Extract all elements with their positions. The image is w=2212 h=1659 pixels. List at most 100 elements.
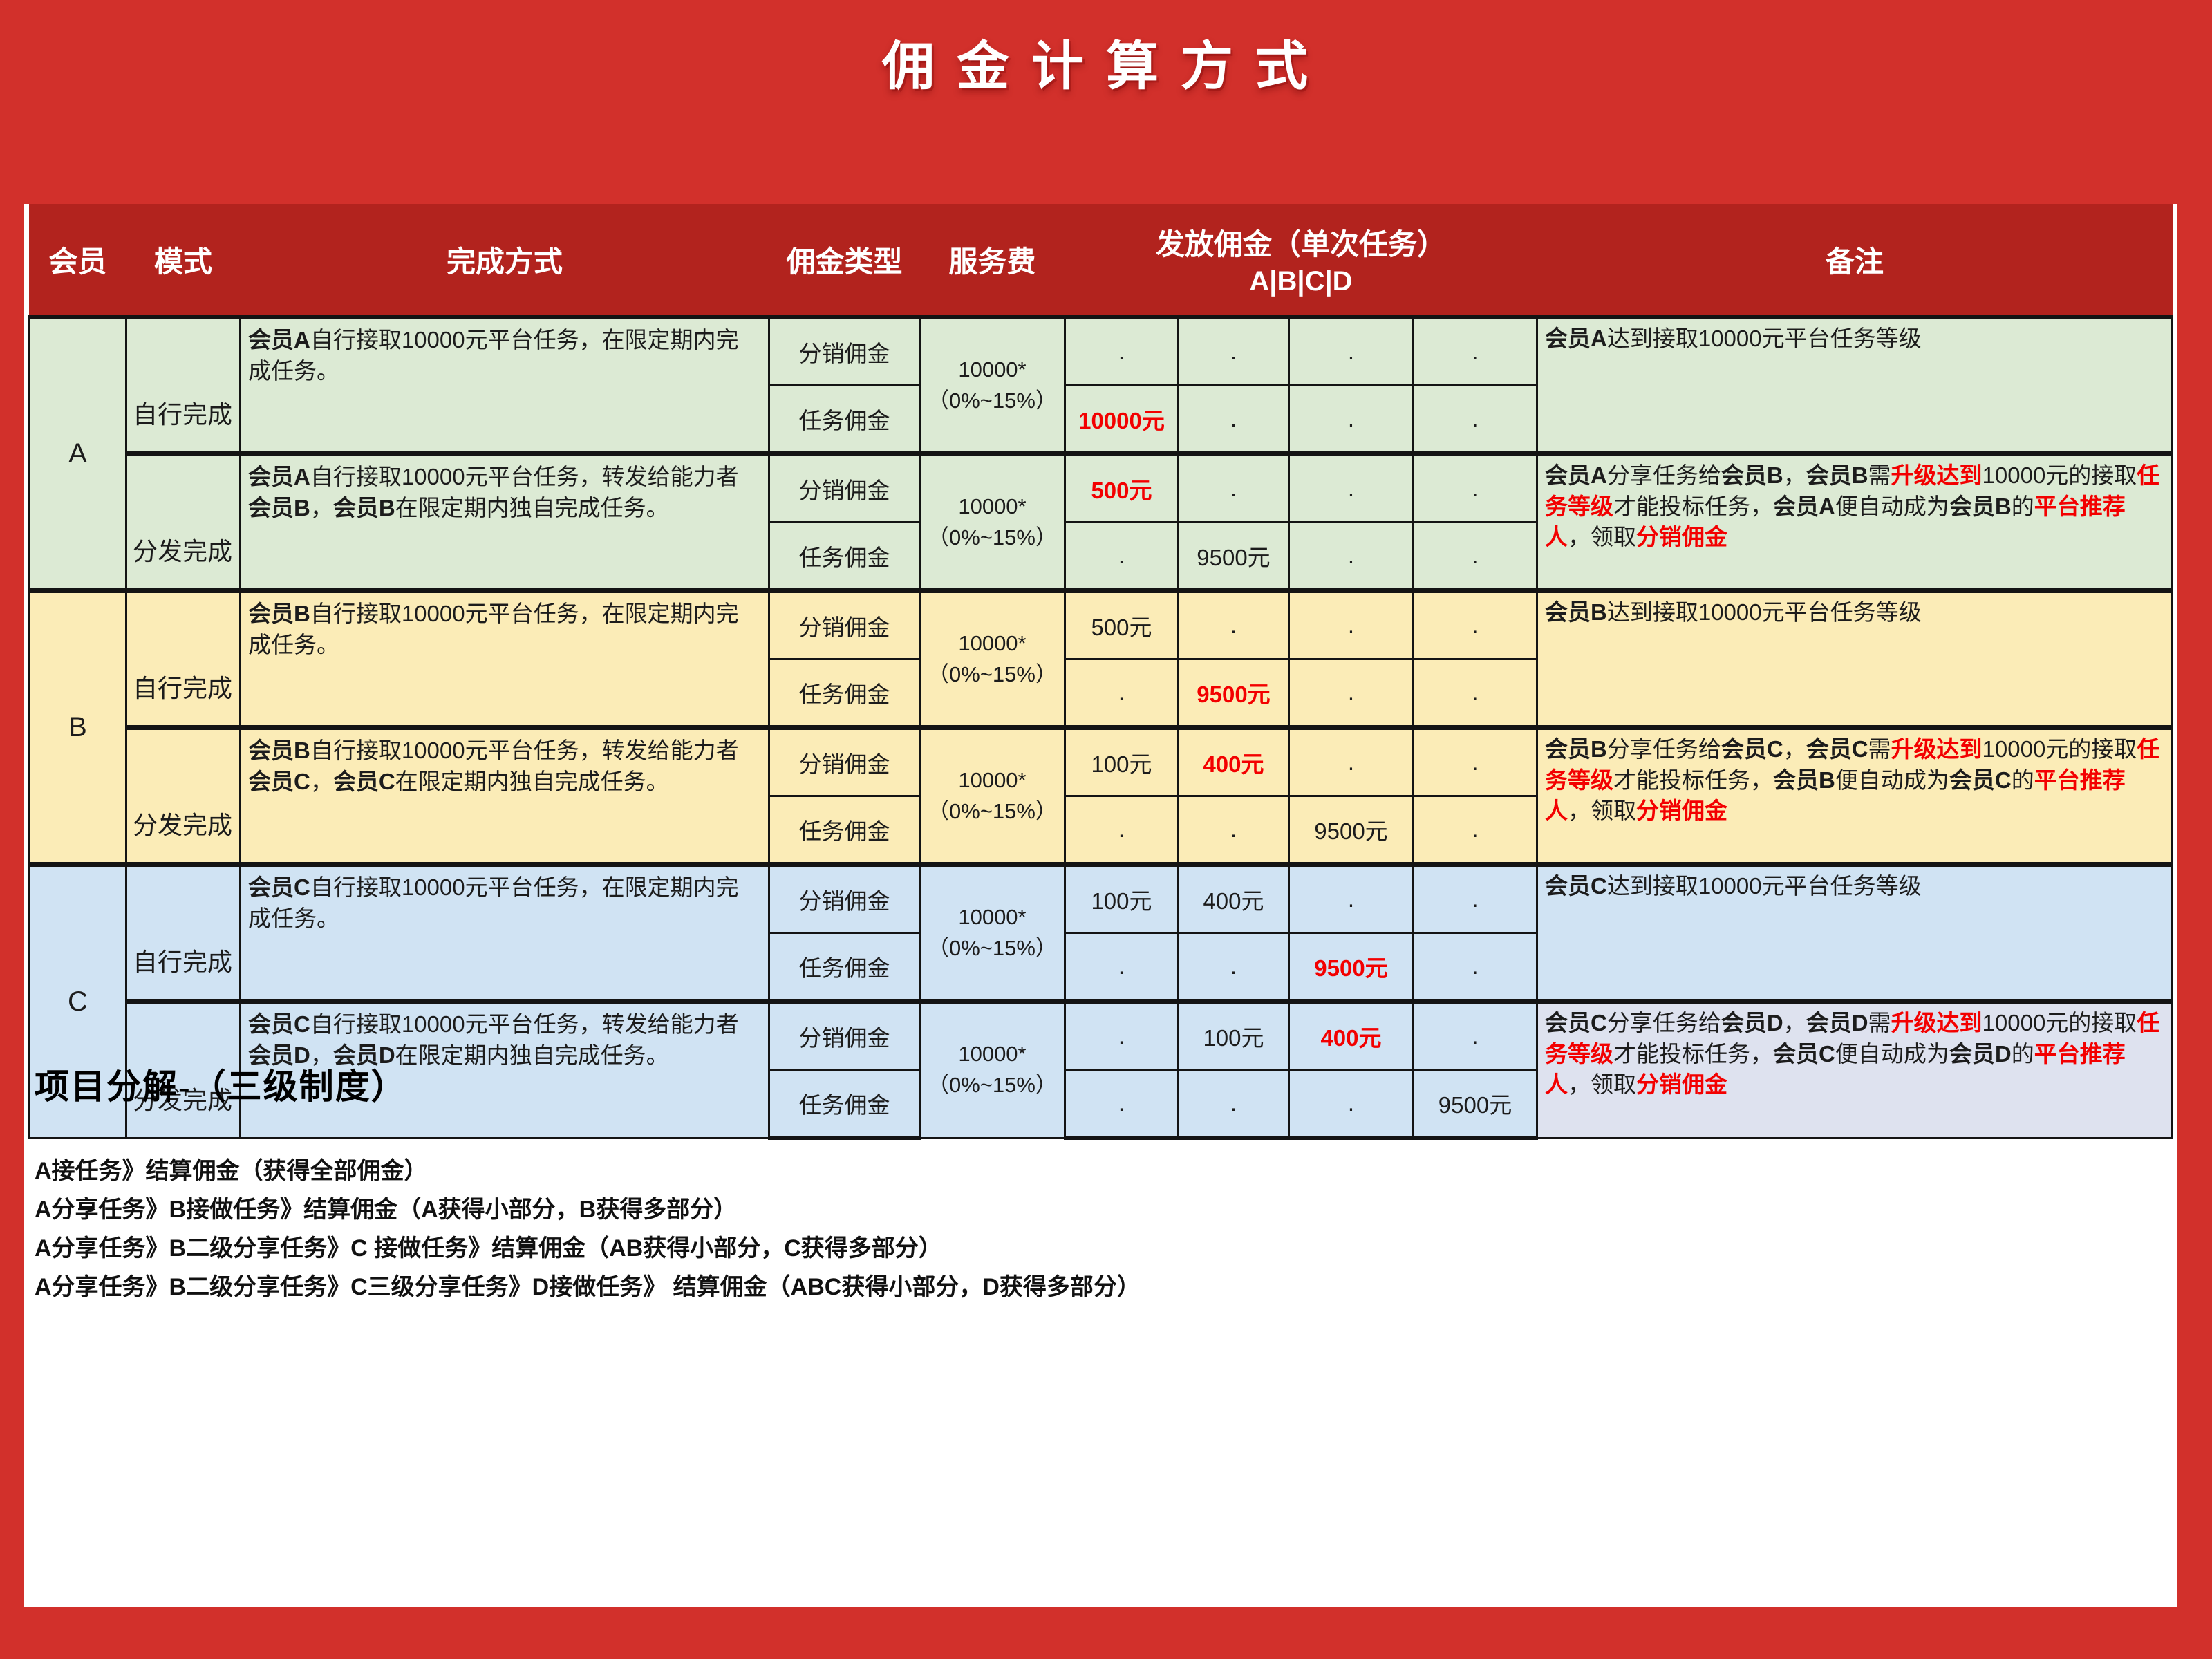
col-header-remark: 备注: [1537, 204, 2173, 317]
highlight-red-text: 任务等级: [1545, 462, 2160, 519]
bold-text: 会员D: [247, 1042, 310, 1068]
plain-text: ，: [1783, 1010, 1806, 1035]
payout-header-columns: A|B|C|D: [1249, 266, 1353, 297]
commission-type-cell: 分销佣金: [767, 451, 921, 523]
service-fee-cell: 10000* （0%~15%）: [918, 725, 1066, 865]
remark-cell: 会员A分享任务给会员B，会员B需升级达到10000元的接取任务等级才能投标任务，…: [1536, 451, 2173, 592]
plain-text: 分享任务给: [1606, 1010, 1721, 1035]
table-row: 任务佣金. 9500元..: [29, 521, 2172, 592]
bold-text: 会员D: [1949, 1040, 2012, 1067]
table-row: 任务佣金 10000元...: [29, 384, 2172, 455]
bold-text: 会员B: [247, 601, 310, 626]
bold-text: 会员B: [1545, 736, 1607, 762]
service-fee-cell: 10000* （0%~15%）: [918, 315, 1066, 455]
table-row: 任务佣金.. 9500元.: [29, 932, 2172, 1002]
payout-cell-b: .: [1177, 315, 1290, 386]
plain-text: 需: [1868, 1010, 1891, 1035]
col-header-commission-type: 佣金类型: [769, 204, 920, 317]
highlight-red-text: 平台推荐人: [1545, 767, 2126, 824]
highlight-red-text: 分销佣金: [1636, 798, 1727, 824]
task-description-cell: 会员C自行接取10000元平台任务，在限定期内完成任务。: [238, 862, 770, 1002]
payout-cell-d: .: [1412, 588, 1539, 660]
payout-cell-d: .: [1412, 999, 1539, 1071]
highlight-red-text: 升级达到: [1891, 1010, 1983, 1035]
mode-cell: 分发完成: [124, 725, 241, 865]
payout-cell-b: 100元: [1177, 999, 1290, 1071]
payout-cell-b: .: [1177, 795, 1290, 865]
breakdown-heading: 项目分解-（三级制度）: [35, 1067, 407, 1106]
plain-text: ，: [310, 768, 333, 794]
page-title: 佣金计算方式: [882, 37, 1330, 96]
plain-text: 10000元的接取: [1982, 736, 2137, 762]
payout-cell-c: .: [1287, 521, 1414, 592]
table-row: 分发完成 会员B自行接取10000元平台任务，转发给能力者会员C，会员C在限定期内…: [29, 725, 2173, 865]
payout-cell-c: 9500元: [1287, 932, 1414, 1002]
bold-text: 会员C: [1721, 736, 1783, 762]
bold-text: 会员C: [1545, 873, 1607, 899]
bold-text: 会员C: [1949, 767, 2012, 793]
plain-text: 才能投标任务，: [1613, 1040, 1773, 1067]
payout-cell-c: .: [1287, 384, 1414, 455]
plain-text: 自行接取10000元平台任务，在限定期内完成任务。: [247, 601, 739, 657]
payout-cell-a: 100元: [1063, 725, 1179, 797]
service-fee-rate: （0%~15%）: [928, 388, 1057, 413]
payout-cell-b: .: [1177, 932, 1290, 1002]
payout-cell-d: .: [1412, 932, 1539, 1002]
col-header-service-fee: 服务费: [919, 204, 1065, 317]
plain-text: 在限定期内独自完成任务。: [395, 494, 669, 521]
payout-cell-d: .: [1412, 384, 1539, 455]
plain-text: 自行接取10000元平台任务，在限定期内完成任务。: [247, 327, 739, 384]
service-fee-rate: （0%~15%）: [928, 1073, 1057, 1098]
payout-cell-c: .: [1287, 315, 1414, 386]
col-header-payout: 发放佣金（单次任务） A|B|C|D: [1065, 204, 1537, 317]
plain-text: ，: [1783, 462, 1806, 488]
payout-cell-d: 9500元: [1412, 1069, 1539, 1140]
bold-text: 会员A: [247, 464, 310, 489]
bold-text: 会员A: [1773, 493, 1835, 519]
plain-text: 才能投标任务，: [1613, 767, 1773, 793]
highlight-red-text: 任务等级: [1545, 1010, 2160, 1067]
plain-text: 10000元的接取: [1982, 462, 2137, 488]
service-fee-cell: 10000* （0%~15%）: [918, 862, 1066, 1002]
payout-cell-a: .: [1063, 932, 1179, 1002]
plain-text: 便自动成为: [1835, 1040, 1949, 1067]
bold-text: 会员B: [247, 494, 310, 521]
task-description-cell: 会员A自行接取10000元平台任务，转发给能力者会员B，会员B在限定期内独自完成…: [238, 451, 770, 592]
payout-cell-b: .: [1177, 451, 1290, 523]
commission-type-cell: 任务佣金: [767, 521, 921, 592]
commission-type-cell: 分销佣金: [767, 588, 921, 660]
payout-header-title: 发放佣金（单次任务）: [1155, 228, 1446, 261]
commission-type-cell: 任务佣金: [767, 384, 921, 455]
plain-text: 在限定期内独自完成任务。: [395, 1042, 669, 1068]
payout-cell-d: .: [1412, 725, 1539, 797]
highlight-red-text: 升级达到: [1891, 736, 1983, 762]
plain-text: 需: [1868, 736, 1891, 762]
service-fee-amount: 10000*: [958, 904, 1027, 929]
payout-cell-c: .: [1287, 725, 1414, 797]
commission-type-cell: 任务佣金: [767, 1069, 921, 1140]
service-fee-rate: （0%~15%）: [928, 662, 1057, 686]
bold-text: 会员B: [1806, 462, 1868, 488]
plain-text: 达到接取10000元平台任务等级: [1606, 326, 1922, 351]
remark-cell: 会员B达到接取10000元平台任务等级: [1536, 588, 2173, 729]
highlight-red-text: 分销佣金: [1636, 1071, 1727, 1098]
plain-text: 需: [1868, 462, 1891, 488]
mode-cell: 自行完成: [124, 588, 241, 729]
table-row: 任务佣金.. 9500元.: [29, 795, 2172, 865]
commission-type-cell: 分销佣金: [767, 315, 921, 386]
bold-text: 会员C: [1773, 1040, 1835, 1067]
payout-cell-b: .: [1177, 1069, 1290, 1140]
payout-cell-b: 400元: [1177, 725, 1290, 797]
mode-cell: 分发完成: [124, 999, 241, 1139]
plain-text: 才能投标任务，: [1613, 493, 1773, 519]
payout-cell-a: .: [1063, 521, 1179, 592]
highlight-red-text: 平台推荐人: [1545, 493, 2126, 550]
payout-cell-d: .: [1412, 795, 1539, 865]
payout-cell-a: 10000元: [1063, 384, 1179, 455]
plain-text: ，: [310, 1042, 333, 1068]
member-cell: C: [28, 862, 127, 1139]
mode-cell: 自行完成: [124, 862, 241, 1002]
payout-cell-b: .: [1177, 384, 1290, 455]
bold-text: 会员B: [332, 494, 395, 521]
payout-cell-c: 400元: [1287, 999, 1414, 1071]
